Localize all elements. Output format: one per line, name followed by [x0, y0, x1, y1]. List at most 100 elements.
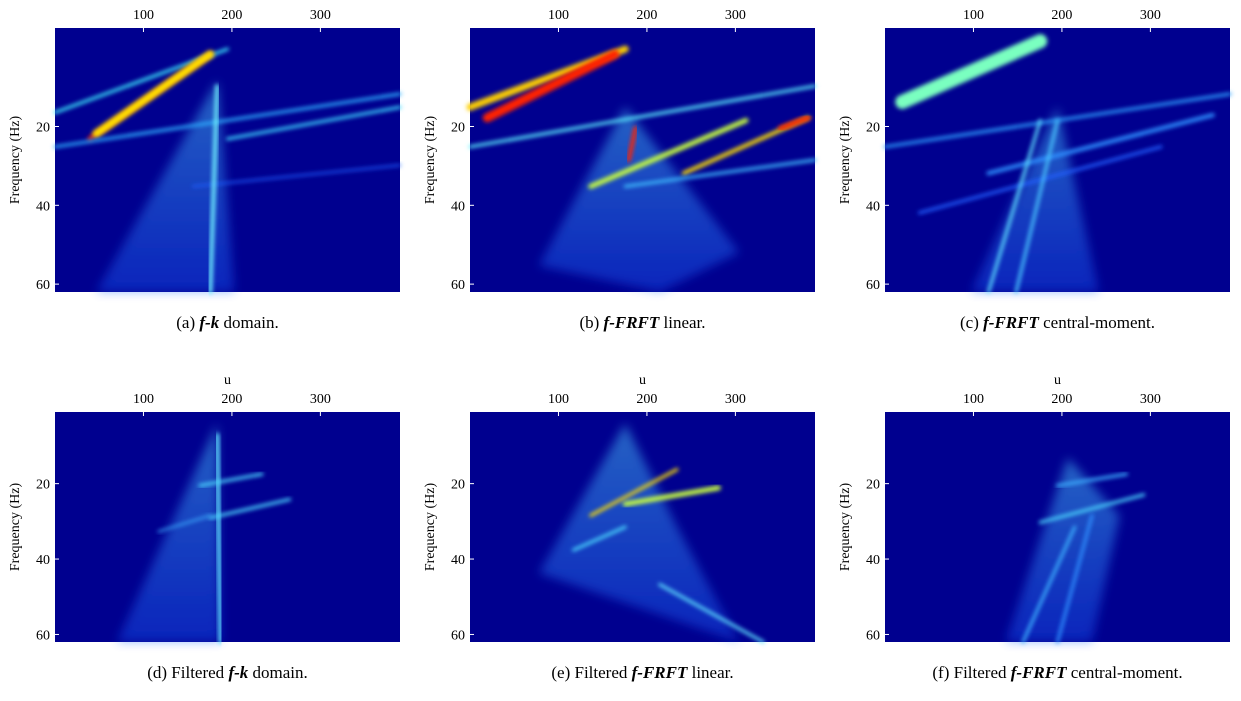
caption-part: linear. — [659, 313, 705, 332]
heatmap-streak — [226, 105, 402, 141]
caption: (f) Filtered f-FRFT central-moment. — [932, 663, 1182, 682]
heatmap-streak — [208, 497, 292, 520]
heatmap-streak — [157, 514, 212, 533]
x-axis-label: u — [1054, 0, 1061, 4]
heatmap-streak — [468, 84, 817, 149]
caption-part: f-FRFT — [604, 313, 660, 332]
caption-part: f-k — [228, 663, 248, 682]
y-tick-label: 60 — [36, 628, 50, 643]
heatmap-streak — [626, 126, 638, 162]
y-tick-label: 60 — [866, 628, 880, 643]
heatmap-background — [55, 412, 400, 642]
panel: 100 200 300 20 40 60 u Frequency (Hz) (c) f-FRFT… — [838, 0, 1232, 332]
x-tick-label: 100 — [133, 8, 154, 23]
heatmap-region — [1005, 458, 1120, 642]
y-axis-label: Frequency (Hz) — [423, 483, 438, 572]
heatmap-streak — [1056, 472, 1128, 488]
y-tick-label: 40 — [451, 199, 465, 214]
heatmap-region — [539, 423, 740, 642]
caption-part: (f) Filtered — [932, 663, 1010, 682]
x-axis-label: u — [1054, 373, 1061, 388]
y-tick-label: 20 — [36, 478, 50, 493]
x-tick-label: 300 — [310, 8, 331, 23]
heatmap-streak — [572, 525, 627, 552]
heatmap-streak — [53, 92, 402, 149]
y-tick-label: 40 — [36, 199, 50, 214]
caption-part: f-FRFT — [983, 313, 1039, 332]
caption-part: central-moment. — [1039, 313, 1155, 332]
x-tick-label: 200 — [636, 392, 657, 407]
heatmap-region — [96, 80, 235, 292]
caption-part: (d) Filtered — [147, 663, 228, 682]
x-tick-label: 100 — [963, 8, 984, 23]
y-axis-label: Frequency (Hz) — [838, 116, 853, 205]
caption-part: (c) — [960, 313, 983, 332]
heatmap-streak — [895, 34, 1048, 109]
heatmap-streak — [198, 472, 264, 488]
caption-part: domain. — [248, 663, 308, 682]
y-tick-label: 20 — [866, 478, 880, 493]
x-tick-label: 200 — [1051, 392, 1072, 407]
caption-part: domain. — [219, 313, 279, 332]
heatmap-streak — [589, 468, 679, 517]
caption-part: (b) — [579, 313, 603, 332]
x-tick-label: 200 — [636, 8, 657, 23]
caption: (d) Filtered f-k domain. — [147, 663, 308, 682]
x-tick-label: 200 — [1051, 8, 1072, 23]
y-tick-label: 20 — [36, 121, 50, 136]
x-tick-label: 300 — [1140, 392, 1161, 407]
caption-part: central-moment. — [1066, 663, 1182, 682]
x-tick-label: 200 — [221, 8, 242, 23]
x-axis-label: u — [639, 0, 646, 4]
x-tick-label: 100 — [548, 392, 569, 407]
heatmap-streak — [588, 117, 749, 189]
heatmap-streak — [623, 158, 817, 188]
y-axis-label: Frequency (Hz) — [423, 116, 438, 205]
y-tick-label: 20 — [866, 121, 880, 136]
y-tick-label: 60 — [451, 278, 465, 293]
x-tick-label: 300 — [310, 392, 331, 407]
x-tick-label: 200 — [221, 392, 242, 407]
heatmap-streak — [192, 164, 401, 188]
heatmap-streak — [622, 485, 721, 507]
y-tick-label: 60 — [36, 278, 50, 293]
x-axis-label: u — [639, 373, 646, 388]
heatmap-region — [117, 423, 221, 642]
caption: (b) f-FRFT linear. — [579, 313, 705, 332]
caption-part: f-k — [199, 313, 219, 332]
caption: (a) f-k domain. — [176, 313, 278, 332]
heatmap-streak — [1021, 525, 1077, 644]
heatmap-streak — [208, 84, 220, 294]
panel: 100 200 300 20 40 60 u Frequency (Hz) (e) Filter… — [423, 373, 815, 682]
y-tick-label: 40 — [36, 553, 50, 568]
x-tick-label: 300 — [725, 392, 746, 407]
heatmap-region — [539, 107, 740, 292]
x-tick-label: 100 — [133, 392, 154, 407]
caption-part: linear. — [687, 663, 733, 682]
y-axis-label: Frequency (Hz) — [8, 116, 23, 205]
y-tick-label: 40 — [451, 553, 465, 568]
panel: 100 200 300 20 40 60 u Frequency (Hz) (b) f-FRFT… — [423, 0, 817, 332]
x-tick-label: 100 — [963, 392, 984, 407]
heatmap-streak — [1038, 493, 1146, 524]
y-tick-label: 20 — [451, 121, 465, 136]
x-tick-label: 100 — [548, 8, 569, 23]
heatmap-streak — [482, 49, 620, 123]
x-axis-label: u — [224, 373, 231, 388]
y-tick-label: 60 — [451, 628, 465, 643]
heatmap-streak — [987, 118, 1042, 294]
y-tick-label: 20 — [451, 478, 465, 493]
x-tick-label: 300 — [1140, 8, 1161, 23]
caption-part: f-FRFT — [1011, 663, 1067, 682]
x-axis-label: u — [224, 0, 231, 4]
heatmap-streak — [92, 50, 215, 138]
heatmap-streak — [658, 583, 765, 644]
y-tick-label: 40 — [866, 199, 880, 214]
caption: (c) f-FRFT central-moment. — [960, 313, 1155, 332]
y-tick-label: 40 — [866, 553, 880, 568]
x-tick-label: 300 — [725, 8, 746, 23]
heatmap-streak — [215, 433, 223, 644]
y-tick-label: 60 — [866, 278, 880, 293]
caption-part: (a) — [176, 313, 199, 332]
y-axis-label: Frequency (Hz) — [838, 483, 853, 572]
